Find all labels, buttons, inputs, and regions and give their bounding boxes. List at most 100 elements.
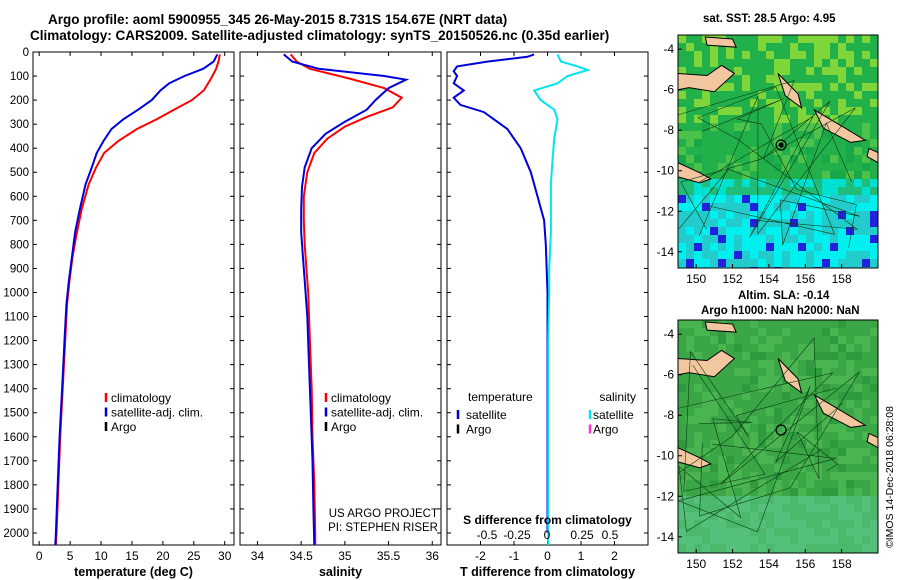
map-cell: [814, 43, 822, 51]
map-cell: [790, 512, 798, 520]
map-cell: [758, 352, 766, 360]
map-cell: [806, 235, 814, 243]
map-cell: [742, 235, 750, 243]
map-cell: [806, 432, 814, 440]
map-cell: [710, 336, 718, 344]
map-cell: [694, 472, 702, 480]
map-cell: [838, 448, 846, 456]
map-cell: [678, 227, 686, 235]
map-cell: [806, 440, 814, 448]
map-cell: [854, 219, 862, 227]
map-cell: [774, 504, 782, 512]
contour-line: [678, 418, 823, 532]
map-cell: [798, 416, 806, 424]
map-cell: [694, 203, 702, 211]
map-cell: [846, 376, 854, 384]
map-cell: [734, 528, 742, 536]
argo-position-marker: [775, 424, 787, 436]
map-cell: [814, 99, 822, 107]
map-cell: [742, 448, 750, 456]
map-cell: [758, 512, 766, 520]
map-cell: [822, 235, 830, 243]
depth-tick-label: 1800: [3, 480, 29, 492]
map-cell: [790, 227, 798, 235]
imos-stamp: ©IMOS 14-Dec-2018 06:28:08: [884, 406, 896, 548]
project-annotation: US ARGO PROJECT: [329, 508, 438, 520]
map-cell: [846, 179, 854, 187]
map-cell: [862, 472, 870, 480]
contour-line: [678, 337, 839, 479]
map-cell: [830, 352, 838, 360]
contour-line: [683, 350, 837, 492]
map-cell: [742, 480, 750, 488]
map-cell: [814, 131, 822, 139]
map-cell: [742, 179, 750, 187]
map-cell: [814, 368, 822, 376]
map-cell: [758, 360, 766, 368]
map-cell: [822, 328, 830, 336]
map-cell: [806, 259, 814, 267]
map-cell: [758, 376, 766, 384]
plot-frame: [239, 51, 442, 546]
map-cell: [822, 43, 830, 51]
map-cell: [782, 235, 790, 243]
map-content: [678, 35, 878, 268]
map-cell: [750, 504, 758, 512]
map-cell: [814, 496, 822, 504]
map-cell: [854, 195, 862, 203]
map-cell: [822, 131, 830, 139]
x-tick-label: 0: [36, 549, 43, 563]
map-cell: [758, 187, 766, 195]
map-cell: [774, 131, 782, 139]
map-cell: [870, 243, 878, 251]
map-cell: [774, 227, 782, 235]
map-cell: [838, 235, 846, 243]
map-cell: [862, 448, 870, 456]
map-cell: [678, 219, 686, 227]
map-cell: [846, 243, 854, 251]
map-cell: [854, 456, 862, 464]
map-cell: [870, 187, 878, 195]
map-cell: [734, 424, 742, 432]
land-mass: [866, 147, 878, 164]
map-cell: [822, 251, 830, 259]
map-cell: [742, 544, 750, 552]
map-cell: [774, 139, 782, 147]
map-cell: [798, 384, 806, 392]
map-cell: [862, 195, 870, 203]
lon-tick-label: 158: [832, 272, 852, 286]
lat-tick-label: -6: [663, 83, 674, 97]
map-frame: [677, 319, 879, 554]
map-cell: [806, 528, 814, 536]
map-cell: [686, 416, 694, 424]
map-cell: [838, 496, 846, 504]
map-cell: [742, 251, 750, 259]
map-cell: [758, 195, 766, 203]
map-cell: [822, 243, 830, 251]
map-cell: [710, 392, 718, 400]
map-cell: [718, 544, 726, 552]
map-cell: [830, 504, 838, 512]
map-cell: [686, 536, 694, 544]
map-cell: [678, 544, 686, 552]
map-cell: [782, 115, 790, 123]
map-cell: [750, 243, 758, 251]
map-cell: [678, 251, 686, 259]
map-cell: [806, 480, 814, 488]
map-cell: [838, 432, 846, 440]
map-cell: [838, 544, 846, 552]
map-cell: [758, 544, 766, 552]
map-cell: [822, 67, 830, 75]
map-cell: [846, 219, 854, 227]
map-cell: [846, 155, 854, 163]
map-cell: [862, 400, 870, 408]
map-cell: [846, 448, 854, 456]
map-cell: [862, 432, 870, 440]
map-cell: [806, 400, 814, 408]
map-cell: [766, 520, 774, 528]
map-cell: [790, 488, 798, 496]
map-cell: [814, 424, 822, 432]
map-cell: [782, 520, 790, 528]
land-mass: [704, 321, 737, 333]
x-tick-label: 15: [125, 549, 139, 563]
